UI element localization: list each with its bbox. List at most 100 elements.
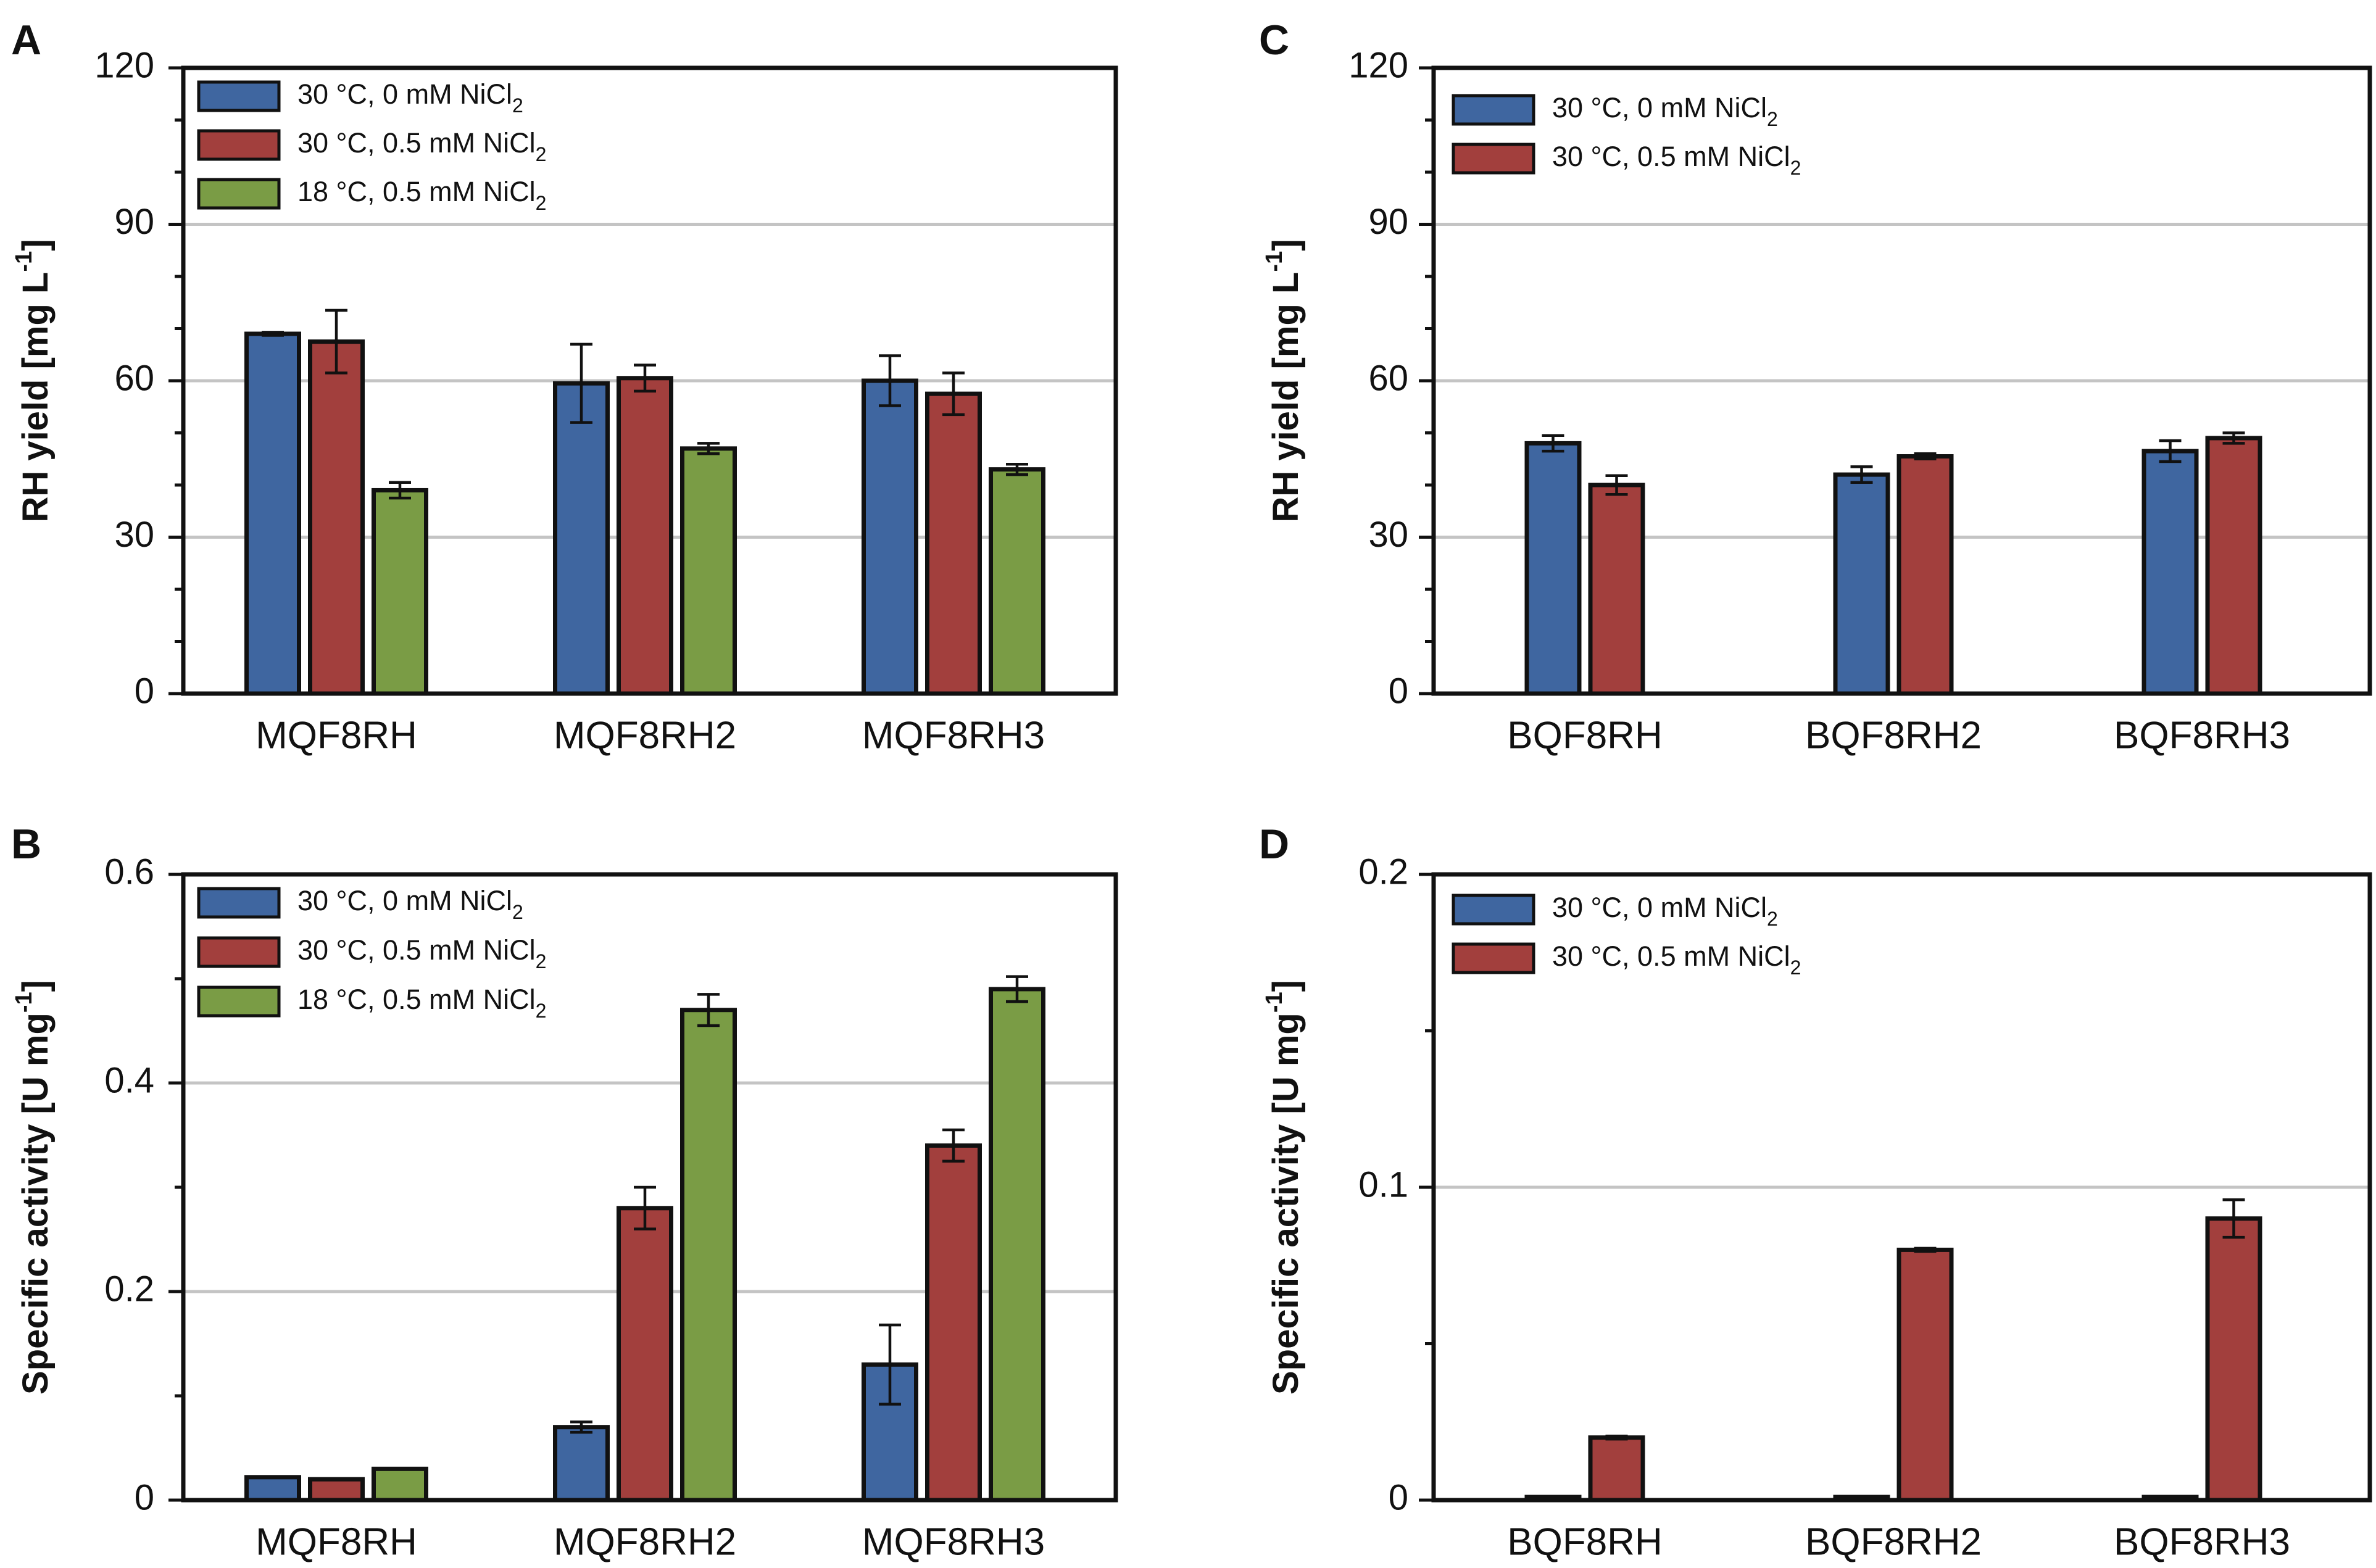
error-bar <box>262 331 284 337</box>
y-axis-label-sup: -1 <box>1261 992 1287 1013</box>
error-bar <box>942 1128 965 1163</box>
y-axis-label-end: ] <box>1266 980 1306 992</box>
legend-label-sub: 2 <box>512 94 523 117</box>
legend-label-main: 30 °C, 0.5 mM NiCl <box>1552 141 1790 172</box>
legend-label-sub: 2 <box>512 901 523 923</box>
bar-red <box>617 376 673 696</box>
bar-green <box>680 1008 737 1503</box>
error-bar <box>1605 474 1628 496</box>
y-axis-label: RH yield [mg L-1] <box>1261 239 1306 522</box>
y-tick-label: 0.1 <box>1358 1164 1408 1205</box>
y-tick-label: 30 <box>1368 515 1408 555</box>
x-category-label: BQF8RH3 <box>2114 1520 2290 1563</box>
legend-label-main: 30 °C, 0.5 mM NiCl <box>297 934 536 966</box>
error-bar <box>2222 431 2245 445</box>
error-bar <box>697 442 720 455</box>
bar-blue <box>862 378 918 696</box>
bar-blue <box>244 1475 301 1503</box>
error-bar <box>570 1421 592 1434</box>
x-category-label: MQF8RH <box>255 714 417 757</box>
legend-label-main: 30 °C, 0.5 mM NiCl <box>297 127 536 159</box>
plot-frame <box>181 65 1118 696</box>
bar-green <box>372 487 428 696</box>
legend-label: 30 °C, 0 mM NiCl2 <box>297 885 523 924</box>
panel-a: A 0 30 60 90 120 RH yield [mg L-1] MQF8RH MQF8RH… <box>11 17 1118 757</box>
error-bar <box>2159 439 2182 463</box>
bar-blue <box>553 1425 610 1503</box>
bar-red <box>308 1477 365 1503</box>
bar-red <box>2205 436 2262 696</box>
y-tick-label: 0 <box>135 1477 154 1517</box>
bar-red <box>925 391 982 696</box>
bar-blue <box>244 331 301 696</box>
legend-label-main: 18 °C, 0.5 mM NiCl <box>297 984 536 1015</box>
legend-label: 30 °C, 0.5 mM NiCl2 <box>1552 940 1801 979</box>
bar-green <box>680 446 737 696</box>
bar-red <box>1588 1435 1645 1503</box>
error-bar <box>1006 462 1028 476</box>
legend-swatch-blue <box>1452 94 1535 126</box>
legend-label: 30 °C, 0 mM NiCl2 <box>1552 92 1778 131</box>
legend-label-sub: 2 <box>536 1000 547 1022</box>
legend-label: 30 °C, 0.5 mM NiCl2 <box>1552 141 1801 180</box>
x-category-label: MQF8RH2 <box>554 1520 736 1563</box>
legend-label-sub: 2 <box>1790 157 1801 179</box>
legend-label-main: 30 °C, 0 mM NiCl <box>297 78 512 110</box>
legend-swatch-green <box>197 985 281 1018</box>
x-category-label: MQF8RH3 <box>862 1520 1045 1563</box>
y-tick-label: 0 <box>135 671 154 711</box>
y-axis-label-end: ] <box>1266 239 1306 251</box>
y-axis-label: RH yield [mg L-1] <box>11 239 56 522</box>
bar-red <box>2205 1216 2262 1503</box>
y-axis-label-main: Specific activity [U mg <box>15 1013 56 1395</box>
y-axis-label-end: ] <box>15 980 56 992</box>
bar-green <box>989 987 1045 1503</box>
panel-letter: A <box>11 17 41 64</box>
x-category-label: MQF8RH3 <box>862 714 1045 757</box>
y-tick-label: 0.2 <box>1358 852 1408 892</box>
legend-label-sub: 2 <box>1767 108 1778 130</box>
panel-letter: D <box>1259 821 1289 868</box>
legend-label-sub: 2 <box>1767 908 1778 930</box>
legend-label: 18 °C, 0.5 mM NiCl2 <box>297 984 546 1023</box>
bar-red <box>308 339 365 696</box>
legend-swatch-blue <box>197 887 281 919</box>
plot-frame <box>1431 872 2372 1503</box>
legend-label-sub: 2 <box>536 950 547 973</box>
legend-swatch-red <box>197 936 281 968</box>
legend-swatch-red <box>197 129 281 161</box>
bar-red <box>1588 483 1645 696</box>
y-tick-label: 90 <box>1368 202 1408 242</box>
legend-label-main: 30 °C, 0 mM NiCl <box>297 885 512 916</box>
legend-label-sub: 2 <box>536 143 547 165</box>
legend-swatch-blue <box>1452 894 1535 926</box>
bar-green <box>372 1466 428 1503</box>
y-tick-label: 120 <box>94 45 154 85</box>
bar-blue <box>553 381 610 696</box>
legend-label: 30 °C, 0.5 mM NiCl2 <box>297 934 546 973</box>
y-tick-label: 0 <box>1389 1477 1408 1517</box>
panel-d: D 0 0.1 0.2 Specific activity [U mg-1] BQF8RH… <box>1259 821 2372 1563</box>
bar-green <box>989 467 1045 696</box>
y-tick-label: 0.4 <box>104 1060 154 1100</box>
bar-blue <box>1833 472 1890 696</box>
error-bar <box>389 481 411 500</box>
y-tick-label: 0.2 <box>104 1269 154 1309</box>
x-category-label: BQF8RH2 <box>1805 714 1982 757</box>
legend-label: 30 °C, 0 mM NiCl2 <box>1552 892 1778 931</box>
legend-label-sub: 2 <box>1790 956 1801 979</box>
plot-frame <box>1431 65 2372 696</box>
legend-label-main: 18 °C, 0.5 mM NiCl <box>297 176 536 207</box>
legend-label-main: 30 °C, 0 mM NiCl <box>1552 892 1767 923</box>
x-category-label: MQF8RH <box>255 1520 417 1563</box>
error-bar <box>879 354 901 407</box>
y-tick-label: 90 <box>114 202 154 242</box>
bar-blue <box>2141 449 2199 696</box>
error-bar <box>1914 1247 1937 1253</box>
